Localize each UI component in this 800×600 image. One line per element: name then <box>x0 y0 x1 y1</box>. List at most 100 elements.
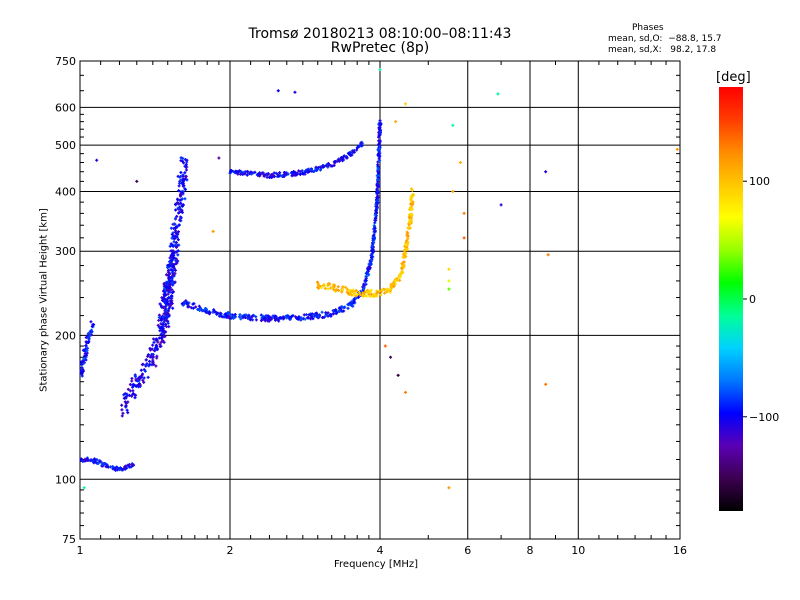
data-point <box>267 319 271 323</box>
data-point <box>171 306 175 310</box>
data-point <box>372 292 376 296</box>
data-point <box>174 226 178 230</box>
data-point <box>161 339 165 343</box>
data-point <box>181 203 185 207</box>
data-point <box>82 357 86 361</box>
data-point <box>325 162 329 166</box>
data-point <box>364 282 368 286</box>
data-point <box>379 293 383 297</box>
data-point <box>166 270 170 274</box>
data-point <box>274 171 278 175</box>
data-point <box>124 395 128 399</box>
data-point <box>306 316 310 320</box>
data-point <box>309 168 313 172</box>
data-point <box>369 288 373 292</box>
data-point <box>157 315 161 319</box>
data-point <box>166 292 170 296</box>
data-point <box>245 173 249 177</box>
data-point <box>352 291 356 295</box>
data-point <box>402 264 406 268</box>
data-point <box>322 284 326 288</box>
data-point <box>355 293 359 297</box>
data-point <box>320 310 324 314</box>
chart-subtitle: RwPretec (8p) <box>330 40 430 56</box>
data-point <box>300 169 304 173</box>
data-point <box>299 318 303 322</box>
data-point <box>80 372 84 376</box>
data-point <box>181 182 185 186</box>
data-point <box>373 226 377 230</box>
x-axis-label: Frequency [MHz] <box>334 559 419 570</box>
data-point <box>372 237 376 241</box>
phases-heading: Phases <box>632 23 664 33</box>
data-point <box>153 349 157 353</box>
data-point <box>165 300 169 304</box>
colorbar-tick-label: 100 <box>749 175 770 188</box>
data-point <box>124 404 128 408</box>
data-point <box>375 191 379 195</box>
data-point <box>162 312 166 316</box>
data-point <box>303 317 307 321</box>
data-point <box>411 193 415 197</box>
data-point <box>136 376 140 380</box>
data-point <box>304 168 308 172</box>
y-tick-label: 75 <box>62 533 76 546</box>
data-point <box>82 486 86 490</box>
data-point <box>389 283 393 287</box>
data-point <box>227 311 231 315</box>
data-point <box>371 248 375 252</box>
data-point <box>178 218 182 222</box>
data-point <box>352 150 356 154</box>
data-point <box>139 368 143 372</box>
data-point <box>403 102 407 106</box>
data-point <box>307 313 311 317</box>
data-point <box>168 244 172 248</box>
data-point <box>267 175 271 179</box>
data-point <box>79 457 83 461</box>
data-point <box>385 290 389 294</box>
data-point <box>314 167 318 171</box>
data-point <box>342 154 346 158</box>
data-point <box>376 184 380 188</box>
data-point <box>272 175 276 179</box>
data-point <box>228 316 232 320</box>
data-point <box>346 303 350 307</box>
y-axis-label: Stationary phase Virtual Height [km] <box>38 208 50 392</box>
data-point <box>375 294 379 298</box>
data-point <box>362 283 366 287</box>
data-point <box>352 299 356 303</box>
data-point <box>176 249 180 253</box>
data-point <box>146 375 150 379</box>
data-point <box>348 292 352 296</box>
data-point <box>162 330 166 334</box>
data-point <box>314 312 318 316</box>
data-point <box>332 160 336 164</box>
data-point <box>278 171 282 175</box>
data-point <box>367 273 371 277</box>
data-point <box>154 338 158 342</box>
data-point <box>372 240 376 244</box>
data-point <box>169 268 173 272</box>
data-point <box>364 294 368 298</box>
data-point <box>285 316 289 320</box>
data-point <box>183 171 187 175</box>
data-point <box>371 255 375 259</box>
data-point <box>402 260 406 264</box>
data-point <box>134 384 138 388</box>
data-point <box>367 264 371 268</box>
data-point <box>87 339 91 343</box>
data-point <box>89 320 93 324</box>
data-point <box>376 194 380 198</box>
data-point <box>156 323 160 327</box>
data-point <box>177 223 181 227</box>
data-point <box>176 238 180 242</box>
data-point <box>185 165 189 169</box>
data-point <box>409 206 413 210</box>
data-point <box>124 464 128 468</box>
data-point <box>341 157 345 161</box>
data-point <box>176 253 180 257</box>
data-point <box>155 348 159 352</box>
data-point <box>316 280 320 284</box>
data-point <box>349 302 353 306</box>
data-point <box>377 130 381 134</box>
